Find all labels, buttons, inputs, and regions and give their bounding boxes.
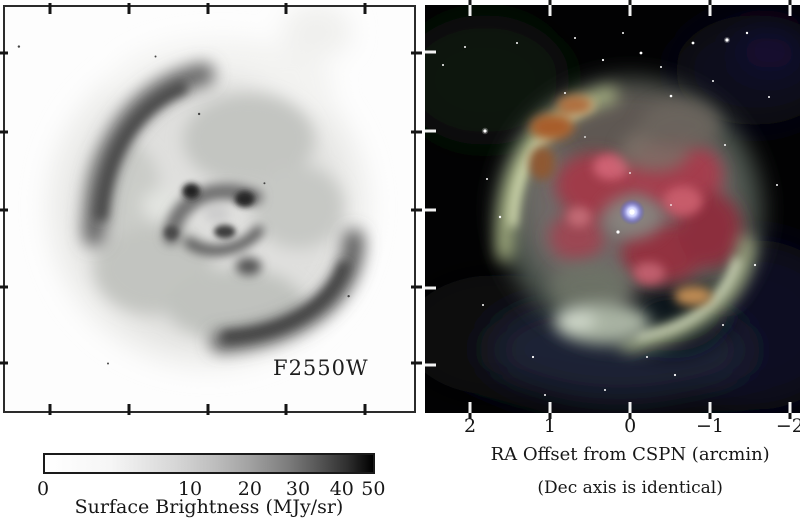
right-panel (425, 0, 800, 419)
axis-tick (0, 130, 8, 134)
axis-tick (628, 5, 632, 16)
axis-tick (468, 5, 472, 16)
colorbar-tick-label: 0 (36, 478, 50, 500)
x-axis-label: RA Offset from CSPN (arcmin) (490, 444, 770, 465)
x-tick-label: −1 (695, 415, 725, 437)
axis-tick (548, 0, 552, 5)
x-tick-label: 2 (463, 415, 477, 437)
x-axis-note: (Dec axis is identical) (537, 478, 723, 498)
x-tick-label: 1 (543, 415, 556, 437)
right-panel-x-axis: 2 1 0 −1 −2 RA Offset from CSPN (arcmin)… (425, 413, 800, 524)
axis-tick (628, 413, 632, 419)
colorbar: 0 10 20 30 40 50 Surface Brightness (MJy… (37, 453, 385, 523)
right-panel-image-clip (425, 5, 800, 413)
x-tick-label: −2 (775, 415, 800, 437)
axis-tick (468, 413, 472, 419)
axis-tick (628, 402, 632, 413)
star-field (442, 31, 778, 396)
axis-tick (411, 130, 422, 134)
filter-label: F2550W (273, 356, 369, 380)
colorbar-tick-label: 50 (361, 478, 386, 500)
axis-tick (411, 285, 422, 289)
axis-tick (708, 5, 712, 16)
axis-tick (0, 51, 8, 55)
axis-tick (628, 0, 632, 5)
grayscale-nebula-image (5, 7, 414, 411)
axis-tick (788, 413, 792, 419)
axis-tick (363, 404, 367, 415)
axis-tick (127, 3, 131, 14)
axis-tick (425, 50, 436, 54)
axis-tick (468, 402, 472, 413)
colorbar-axis-label: Surface Brightness (MJy/sr) (74, 496, 344, 518)
axis-tick (468, 0, 472, 5)
colorbar-gradient (43, 453, 375, 474)
axis-tick (548, 402, 552, 413)
axis-tick (48, 3, 52, 14)
x-tick-label: 0 (624, 415, 637, 437)
axis-tick (548, 413, 552, 419)
axis-tick (206, 404, 210, 415)
colorbar-tick-label: 40 (329, 478, 354, 500)
axis-tick (548, 5, 552, 16)
axis-tick (284, 3, 288, 14)
axis-tick (284, 404, 288, 415)
axis-tick (411, 208, 422, 212)
axis-tick (425, 208, 436, 212)
central-star (619, 199, 645, 225)
left-panel-image-clip (5, 7, 414, 411)
axis-tick (788, 0, 792, 5)
axis-tick (425, 129, 436, 133)
axis-tick (0, 285, 8, 289)
axis-tick (788, 5, 792, 16)
axis-tick (127, 404, 131, 415)
axis-tick (708, 402, 712, 413)
axis-tick (788, 402, 792, 413)
colorbar-tick-label: 30 (285, 478, 311, 500)
axis-tick (425, 286, 436, 290)
axis-tick (0, 208, 8, 212)
faint-specks (17, 45, 350, 365)
axis-tick (48, 404, 52, 415)
color-nebula-image (425, 5, 800, 413)
axis-tick (708, 413, 712, 419)
axis-tick (206, 3, 210, 14)
axis-tick (708, 0, 712, 5)
axis-tick (411, 361, 422, 365)
colorbar-tick-label: 10 (177, 478, 203, 500)
colorbar-tick-label: 20 (237, 478, 262, 500)
axis-tick (363, 3, 367, 14)
axis-tick (0, 361, 8, 365)
axis-tick (425, 363, 436, 367)
axis-tick (411, 51, 422, 55)
left-panel: F2550W (0, 3, 422, 415)
